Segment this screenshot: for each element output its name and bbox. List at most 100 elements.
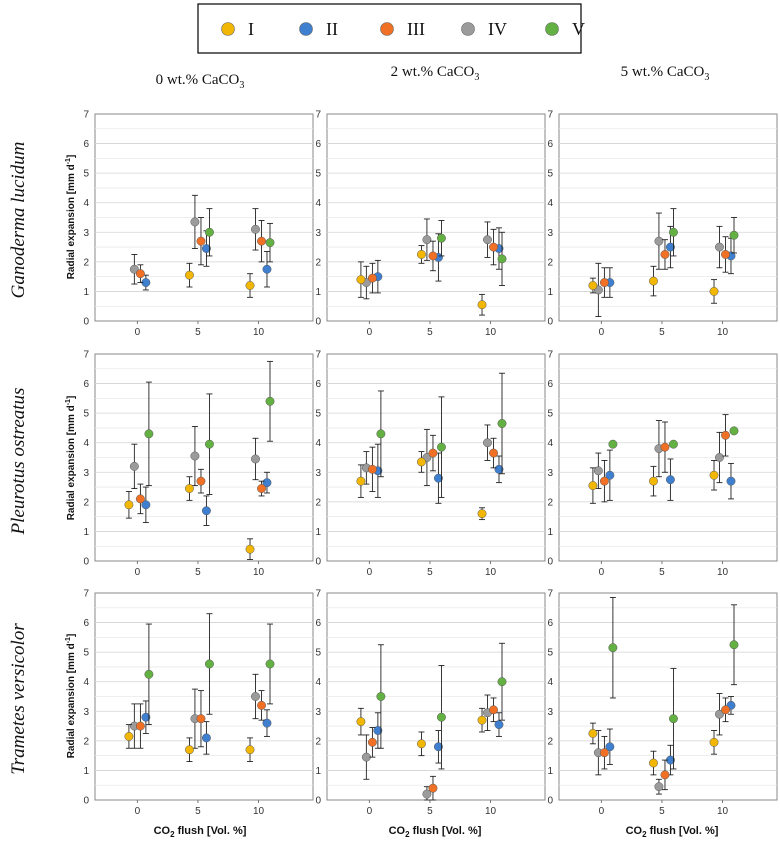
point-III-x10 — [721, 250, 730, 259]
x-tick-label: 0 — [599, 567, 605, 578]
y-tick-label: 6 — [315, 139, 321, 150]
panel-r2-c2: 0 1 2 3 4 5 6 7 0 5 10 — [547, 589, 778, 817]
x-tick-label: 0 — [599, 327, 605, 338]
point-V-x10 — [497, 419, 507, 428]
point-I-x10 — [709, 470, 719, 480]
y-tick-label: 2 — [83, 497, 89, 508]
point-V-x10 — [265, 238, 275, 248]
point-I-x5 — [649, 276, 658, 286]
point-II-x5 — [201, 506, 211, 516]
point-I-x10 — [477, 300, 487, 310]
y-tick-label: 1 — [83, 527, 89, 538]
point-I-x0 — [588, 729, 598, 738]
point-III-x5 — [660, 250, 670, 259]
point-IV-x10 — [715, 709, 724, 719]
point-III-x5 — [428, 448, 438, 458]
point-IV-x5 — [422, 235, 432, 245]
point-II-x10 — [262, 264, 272, 274]
point-II-x0 — [373, 726, 383, 735]
point-V-x10 — [497, 254, 507, 264]
legend-label-V: V — [572, 19, 585, 39]
x-axis-label-1: CO2 flush [Vol. %] — [389, 825, 482, 839]
y-tick-label: 5 — [83, 648, 89, 659]
y-tick-label: 0 — [547, 557, 553, 568]
legend-marker-IV — [461, 22, 475, 36]
x-tick-label: 10 — [253, 327, 265, 338]
point-I-x10 — [709, 286, 719, 296]
y-tick-label: 3 — [547, 468, 553, 479]
y-tick-label: 3 — [547, 707, 553, 718]
y-tick-label: 3 — [315, 707, 321, 718]
point-I-x5 — [185, 745, 194, 755]
panel-r0-c1: 0 1 2 3 4 5 6 7 0 5 10 — [315, 110, 546, 338]
point-IV-x0 — [361, 752, 371, 762]
legend-label-I: I — [248, 19, 254, 39]
y-tick-label: 0 — [83, 796, 89, 807]
y-tick-label: 3 — [315, 228, 321, 239]
y-tick-label: 2 — [83, 257, 89, 268]
point-II-x5 — [201, 244, 211, 254]
point-V-x0 — [144, 429, 154, 439]
point-I-x10 — [477, 509, 487, 519]
y-tick-label: 5 — [315, 169, 321, 180]
y-tick-label: 0 — [83, 317, 89, 328]
point-I-x0 — [124, 500, 134, 510]
panel-r1-c2: 0 1 2 3 4 5 6 7 0 5 10 — [547, 350, 778, 578]
point-V-x0 — [376, 692, 386, 701]
x-tick-label: 0 — [367, 806, 373, 817]
point-III-x10 — [257, 700, 266, 710]
point-V-x5 — [669, 714, 678, 724]
column-title-1: 2 wt.% CaCO3 — [391, 64, 480, 83]
point-V-x0 — [608, 643, 618, 653]
y-tick-label: 1 — [547, 287, 553, 298]
point-V-x0 — [144, 669, 154, 679]
point-III-x10 — [489, 242, 498, 252]
point-I-x0 — [588, 481, 598, 491]
y-tick-label: 6 — [83, 618, 89, 629]
y-tick-label: 4 — [315, 198, 321, 209]
y-tick-label: 4 — [83, 198, 89, 209]
point-I-x0 — [588, 281, 598, 290]
x-axis-label-0: CO2 flush [Vol. %] — [154, 825, 247, 839]
point-I-x10 — [245, 544, 255, 554]
x-tick-label: 5 — [195, 567, 201, 578]
y-tick-label: 6 — [547, 618, 553, 629]
panel-r0-c0: 0 1 2 3 4 5 6 7 0 5 10 — [83, 110, 314, 338]
panel-r1-c1: 0 1 2 3 4 5 6 7 0 5 10 — [315, 350, 546, 578]
y-tick-label: 1 — [315, 287, 321, 298]
point-II-x5 — [665, 475, 675, 485]
legend-marker-V — [545, 22, 559, 36]
legend-marker-II — [299, 22, 313, 36]
point-V-x10 — [729, 230, 739, 240]
x-tick-label: 5 — [427, 327, 433, 338]
point-II-x10 — [726, 476, 736, 486]
point-II-x5 — [433, 742, 443, 752]
y-tick-label: 1 — [315, 766, 321, 777]
y-tick-label: 7 — [547, 110, 553, 121]
panel-r2-c0: 0 1 2 3 4 5 6 7 0 5 10 — [83, 589, 314, 817]
point-I-x5 — [649, 758, 658, 768]
point-III-x5 — [428, 251, 438, 261]
y-tick-label: 5 — [83, 409, 89, 420]
y-tick-label: 7 — [315, 110, 321, 121]
x-tick-label: 0 — [135, 806, 141, 817]
y-tick-label: 0 — [315, 557, 321, 568]
x-tick-label: 5 — [659, 567, 665, 578]
point-III-x5 — [660, 770, 670, 780]
point-III-x0 — [135, 269, 145, 279]
x-tick-label: 0 — [135, 567, 141, 578]
y-tick-label: 4 — [83, 677, 89, 688]
x-tick-label: 10 — [717, 327, 729, 338]
point-III-x10 — [257, 484, 266, 493]
y-tick-label: 4 — [315, 677, 321, 688]
point-V-x5 — [205, 659, 214, 669]
point-III-x0 — [599, 748, 609, 758]
point-II-x10 — [262, 478, 272, 488]
y-tick-label: 2 — [83, 736, 89, 747]
column-title-2: 5 wt.% CaCO3 — [621, 64, 710, 83]
y-tick-label: 7 — [547, 350, 553, 361]
x-tick-label: 5 — [659, 327, 665, 338]
x-tick-label: 10 — [485, 327, 497, 338]
y-tick-label: 0 — [315, 317, 321, 328]
point-II-x0 — [605, 470, 615, 480]
